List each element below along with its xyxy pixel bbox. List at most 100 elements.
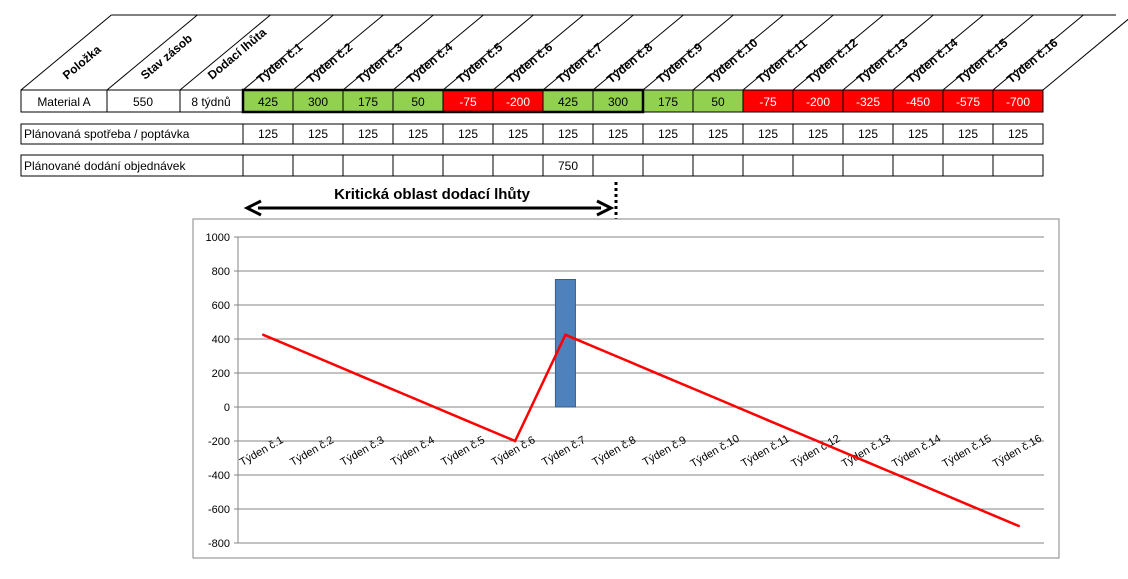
week-header: Týden č.10 — [704, 35, 761, 86]
inventory-point — [614, 354, 618, 358]
inventory-value: 300 — [308, 95, 328, 109]
critical-label: Kritická oblast dodací lhůty — [334, 186, 531, 203]
inventory-point — [916, 482, 920, 485]
demand-row — [20, 123, 1044, 145]
y-tick-label: 800 — [212, 266, 230, 278]
demand-row-value: 125 — [808, 127, 828, 141]
demand-row-value: 125 — [358, 127, 378, 141]
demand-row-value: 125 — [508, 127, 528, 141]
week-header: Týden č.5 — [454, 40, 506, 87]
critical-weeks-outline — [241, 88, 645, 114]
demand-row-value: 125 — [908, 127, 928, 141]
header-divider — [642, 14, 734, 91]
orders-row — [20, 154, 1044, 177]
demand-row-value: 125 — [758, 127, 778, 141]
inventory-point — [664, 376, 668, 379]
week-header: Týden č.13 — [854, 35, 911, 86]
demand-row-value: 125 — [258, 127, 278, 141]
demand-row-value: 125 — [308, 127, 328, 141]
y-tick-label: 200 — [212, 368, 230, 380]
item-cell: Material A — [37, 95, 90, 109]
week-header: Týden č.2 — [304, 40, 356, 87]
orders-row-value: 750 — [558, 159, 578, 173]
demand-row-label: Plánovaná spotřeba / poptávka — [24, 127, 190, 141]
inventory-cell — [992, 89, 1044, 113]
demand-row-value: 125 — [408, 127, 428, 141]
inventory-value: 50 — [711, 95, 725, 109]
header-divider — [592, 14, 684, 91]
header-divider — [992, 14, 1084, 91]
y-tick-label: 600 — [212, 300, 230, 312]
inventory-point — [816, 439, 819, 443]
inventory-value: 175 — [358, 95, 378, 109]
week-header: Týden č.12 — [804, 35, 861, 86]
inventory-value: -575 — [956, 95, 980, 109]
header-divider — [342, 14, 434, 91]
demand-row-value: 125 — [608, 127, 628, 141]
header-divider — [20, 14, 112, 91]
header-divider — [179, 14, 271, 91]
inventory-value: 425 — [258, 95, 278, 109]
demand-row-value: 125 — [658, 127, 678, 141]
inventory-value: 300 — [608, 95, 628, 109]
week-header: Týden č.4 — [404, 40, 456, 87]
inventory-value: -450 — [906, 95, 930, 109]
header-divider — [842, 14, 934, 91]
demand-row-value: 125 — [458, 127, 478, 141]
week-header: Týden č.9 — [654, 40, 706, 87]
inventory-point — [1017, 524, 1021, 528]
header-divider — [492, 14, 584, 91]
inventory-value: -200 — [806, 95, 830, 109]
demand-row-value: 125 — [858, 127, 878, 141]
y-tick-label: 400 — [212, 334, 230, 346]
demand-row-value: 125 — [958, 127, 978, 141]
inventory-point — [362, 376, 366, 379]
y-tick-label: -800 — [208, 538, 230, 550]
inventory-value: -200 — [506, 95, 530, 109]
demand-row-value: 125 — [558, 127, 578, 141]
header-divider — [792, 14, 884, 91]
inventory-value: -325 — [856, 95, 880, 109]
header-divider — [292, 14, 384, 91]
header-divider — [692, 14, 784, 91]
week-header: Týden č.6 — [504, 40, 556, 87]
inventory-line — [262, 333, 1020, 528]
week-header: Týden č.14 — [904, 35, 961, 86]
inventory-point — [261, 333, 265, 336]
inventory-point — [564, 333, 567, 336]
week-header: Týden č.16 — [1004, 35, 1061, 86]
header-divider — [242, 14, 334, 91]
header-divider — [1042, 18, 1128, 91]
chart-frame — [192, 218, 1060, 559]
inventory-value: 175 — [658, 95, 678, 109]
inventory-value: -700 — [1006, 95, 1030, 109]
critical-arrow-left-head — [243, 199, 262, 217]
header-divider — [942, 14, 1034, 91]
header-divider — [392, 14, 484, 91]
y-tick-label: -400 — [208, 470, 230, 482]
demand-row-value: 125 — [1008, 127, 1028, 141]
header-divider — [892, 14, 984, 91]
inventory-value: 425 — [558, 95, 578, 109]
week-header: Týden č.15 — [954, 35, 1011, 86]
inventory-value: -75 — [459, 95, 477, 109]
y-tick-label: 0 — [224, 402, 230, 414]
week-header: Týden č.7 — [554, 40, 606, 87]
inventory-point — [866, 461, 869, 464]
inventory-point — [463, 418, 466, 421]
week-header: Týden č.3 — [354, 40, 406, 87]
inventory-value: -75 — [759, 95, 777, 109]
item-cell: 8 týdnů — [191, 95, 230, 109]
week-header: Týden č.1 — [254, 40, 306, 87]
header-divider — [542, 14, 634, 91]
header-divider — [442, 14, 534, 91]
demand-row-value: 125 — [708, 127, 728, 141]
inventory-point — [312, 354, 315, 358]
week-header: Týden č.8 — [604, 40, 656, 87]
y-tick-label: -200 — [208, 436, 230, 448]
orders-row-label: Plánované dodání objednávek — [24, 159, 186, 173]
header-divider — [106, 14, 198, 91]
inventory-point — [513, 439, 517, 443]
